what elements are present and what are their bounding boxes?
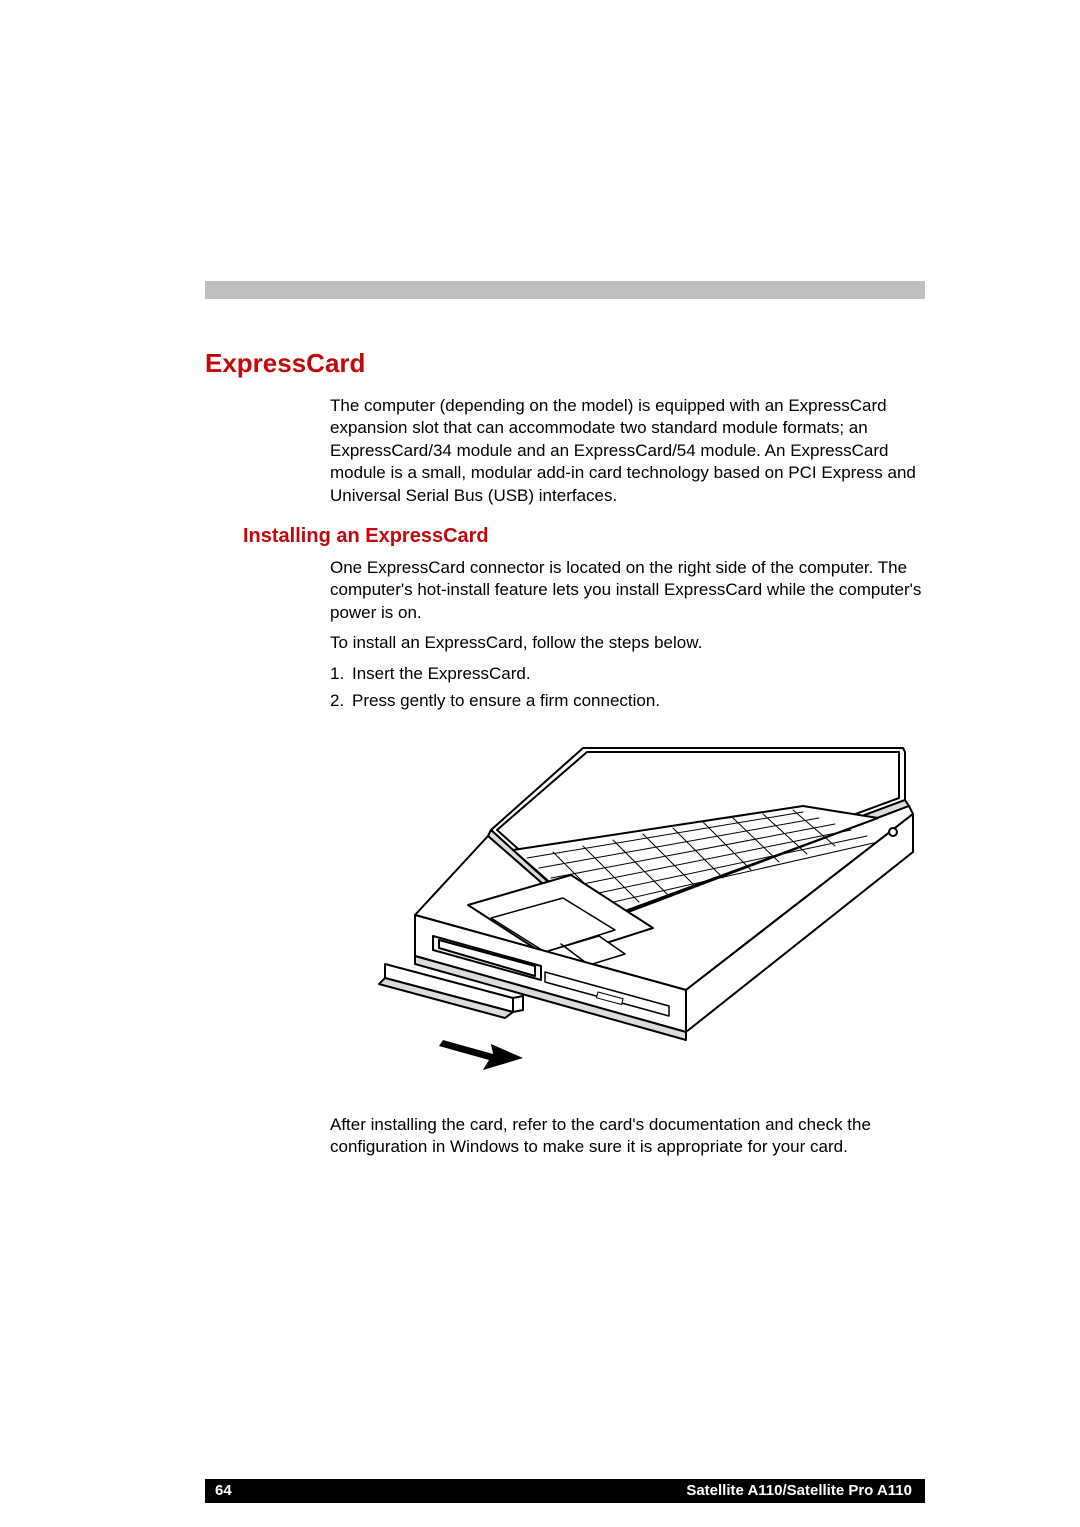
manual-page: ExpressCard The computer (depending on t… xyxy=(0,0,1080,1527)
laptop-illustration-icon xyxy=(373,740,923,1100)
step-text: Press gently to ensure a firm connection… xyxy=(352,691,660,710)
paragraph-location: One ExpressCard connector is located on … xyxy=(330,557,930,624)
page-number: 64 xyxy=(215,1482,232,1499)
paragraph-after-install: After installing the card, refer to the … xyxy=(330,1114,930,1159)
footer-model: Satellite A110/Satellite Pro A110 xyxy=(686,1482,912,1499)
list-item: 2.Press gently to ensure a firm connecti… xyxy=(330,687,925,714)
paragraph-intro: The computer (depending on the model) is… xyxy=(330,395,930,507)
heading-installing: Installing an ExpressCard xyxy=(243,525,489,548)
step-number: 2. xyxy=(330,687,352,714)
header-grey-bar xyxy=(205,281,925,299)
heading-expresscard: ExpressCard xyxy=(205,348,365,379)
figure-laptop-expresscard xyxy=(373,740,923,1105)
steps-list: 1.Insert the ExpressCard. 2.Press gently… xyxy=(330,660,925,714)
list-item: 1.Insert the ExpressCard. xyxy=(330,660,925,687)
step-number: 1. xyxy=(330,660,352,687)
paragraph-instruction: To install an ExpressCard, follow the st… xyxy=(330,632,930,654)
step-text: Insert the ExpressCard. xyxy=(352,664,531,683)
